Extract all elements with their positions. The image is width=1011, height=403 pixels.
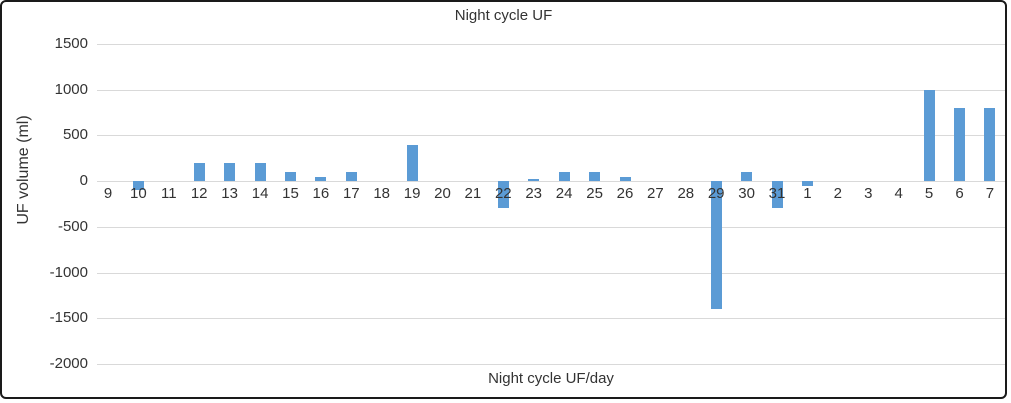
x-tick-label: 24 [555, 185, 573, 202]
bar [984, 108, 996, 182]
x-tick-label: 30 [738, 185, 755, 202]
bar [224, 162, 236, 182]
bar [254, 162, 266, 182]
bar [132, 181, 144, 191]
x-tick-label: 31 [768, 185, 786, 202]
bar [497, 181, 509, 209]
x-tick-label: 17 [342, 185, 360, 202]
y-axis-ticks: 1500 1000 500 0 -500 -1000 -1500 -2000 [2, 2, 88, 397]
x-tick-label: 14 [251, 185, 269, 202]
x-tick-label: 25 [586, 185, 603, 202]
bar [589, 172, 601, 182]
x-tick-label: 29 [707, 185, 725, 202]
bar [315, 176, 327, 182]
bar [285, 172, 296, 182]
gridline [97, 181, 1005, 183]
x-tick-label: 6 [955, 185, 964, 202]
bar [193, 162, 205, 182]
x-tick-label: 11 [161, 185, 177, 202]
x-tick-label: 16 [312, 185, 330, 202]
x-tick-label: 2 [833, 185, 842, 202]
x-tick-label: 26 [616, 185, 634, 202]
gridline [97, 272, 1005, 274]
plot-area: 9 10 11 12 13 14 15 16 17 18 19 20 21 22 23 24 25 26 27 28 2… [97, 44, 1005, 365]
y-tick-label: 500 [62, 126, 88, 144]
bar [710, 181, 722, 310]
bar [406, 144, 418, 182]
bar [619, 176, 631, 182]
gridline [97, 89, 1005, 91]
x-tick-label: 7 [985, 185, 995, 202]
y-tick-label: -500 [57, 217, 88, 235]
x-tick-label: 15 [282, 185, 299, 202]
y-tick-label: 1000 [54, 80, 88, 98]
gridline [97, 44, 1005, 45]
gridline [97, 364, 1005, 365]
x-tick-label: 12 [190, 185, 208, 202]
chart-title: Night cycle UF [454, 7, 553, 24]
x-tick-label: 23 [525, 185, 543, 202]
x-tick-label: 5 [924, 185, 934, 202]
x-tick-label: 10 [130, 185, 147, 202]
x-tick-label: 22 [494, 185, 512, 202]
x-tick-label: 18 [373, 185, 391, 202]
gridline [97, 318, 1005, 320]
y-tick-label: 1500 [54, 35, 88, 52]
x-tick-label: 20 [434, 185, 451, 202]
bar [771, 181, 783, 209]
bar [741, 172, 753, 182]
x-tick-label: 19 [403, 185, 421, 202]
bar [528, 178, 540, 182]
bar [923, 89, 935, 182]
x-tick-label: 28 [677, 185, 695, 202]
bar [801, 181, 813, 186]
x-tick-label: 9 [103, 185, 113, 202]
bar [345, 172, 357, 182]
bar [954, 108, 965, 182]
bar [558, 172, 570, 182]
y-tick-label: -1500 [49, 309, 88, 327]
gridline [97, 226, 1005, 228]
x-tick-label: 27 [647, 185, 664, 202]
x-tick-label: 1 [803, 185, 812, 202]
x-tick-label: 21 [464, 185, 482, 202]
x-axis-title: Night cycle UF/day [488, 370, 614, 387]
x-tick-label: 13 [221, 185, 238, 202]
y-tick-label: -1000 [49, 263, 88, 281]
x-tick-label: 4 [894, 185, 903, 202]
x-tick-label: 3 [864, 185, 873, 202]
gridline [97, 135, 1005, 137]
y-tick-label: 0 [79, 172, 88, 190]
y-tick-label: -2000 [49, 355, 88, 372]
